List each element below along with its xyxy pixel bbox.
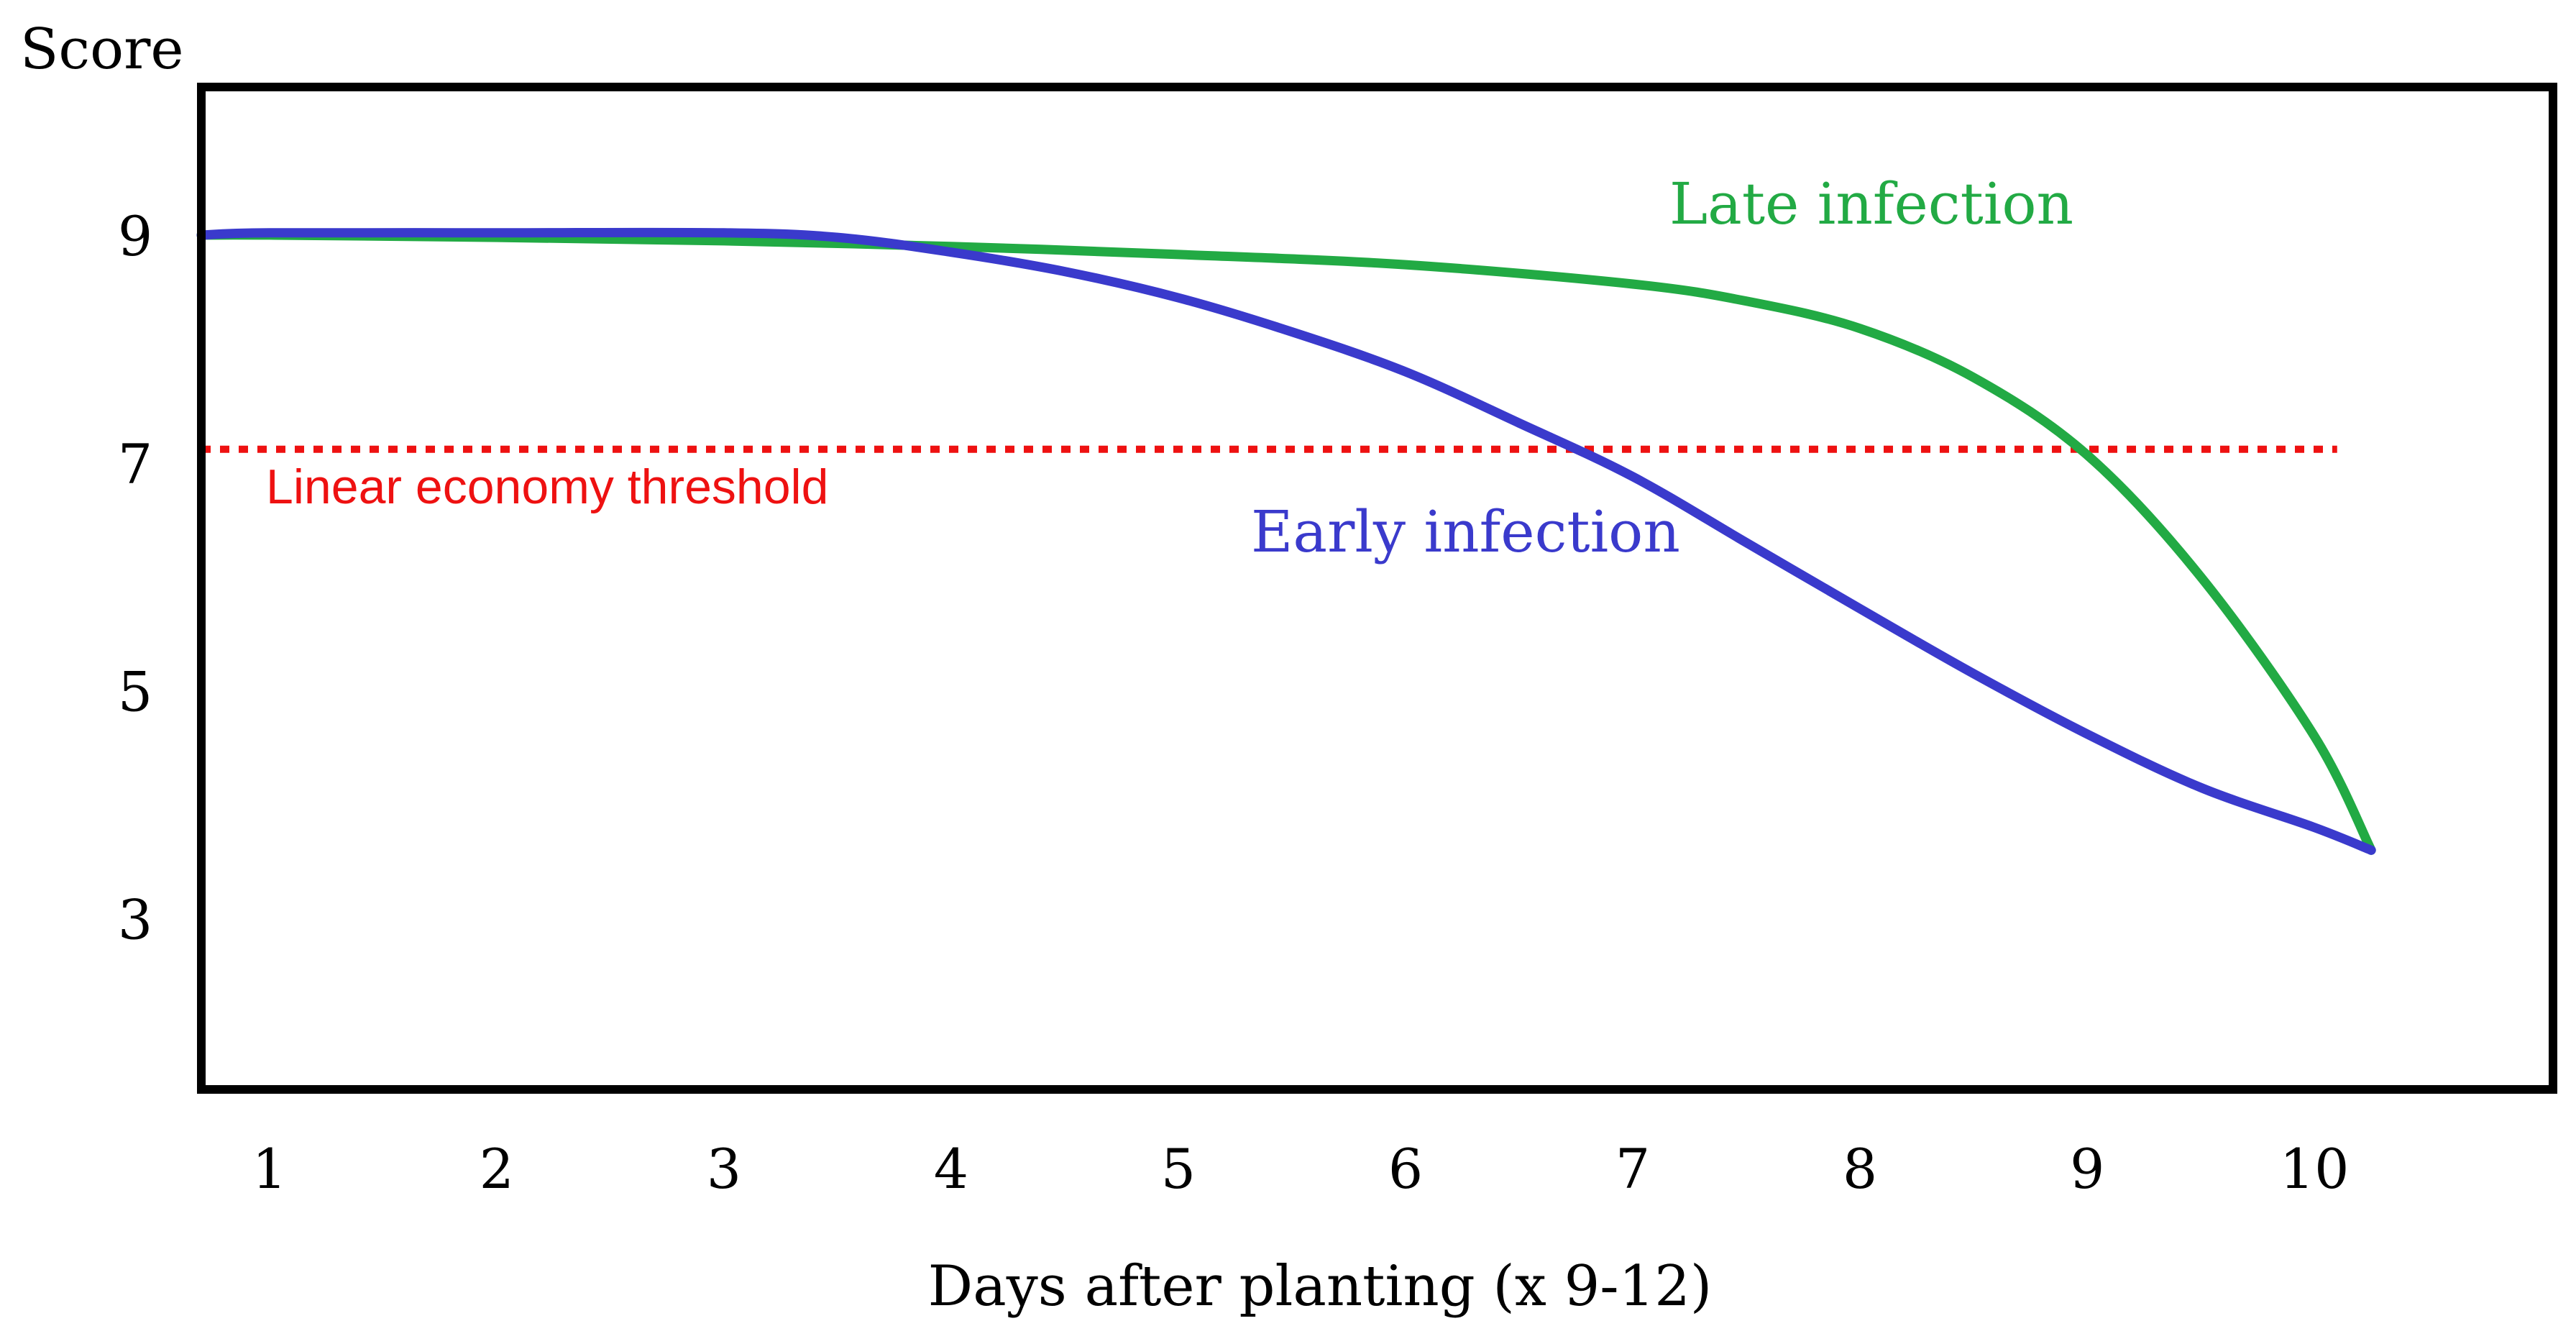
x-tick-label: 10 (2280, 1137, 2350, 1201)
series-line-late-infection (196, 230, 2376, 855)
series-label-early-infection: Early infection (1251, 498, 1680, 565)
plot-area-frame (197, 83, 2557, 1094)
x-tick-label: 4 (934, 1137, 968, 1201)
y-axis-label: Score (20, 17, 184, 82)
x-tick-label: 5 (1161, 1137, 1196, 1201)
series-label-late-infection: Late infection (1669, 170, 2073, 237)
y-tick-label: 7 (118, 432, 152, 496)
series-labels: Late infection Early infection Linear econ… (266, 170, 2073, 565)
y-tick-label: 5 (118, 660, 152, 724)
x-tick-label: 9 (2070, 1137, 2104, 1201)
x-tick-label: 2 (480, 1137, 514, 1201)
x-tick-label: 8 (1843, 1137, 1877, 1201)
x-tick-label: 1 (252, 1137, 287, 1201)
y-tick-labels: 9 7 5 3 (118, 204, 152, 951)
series-line-early-infection (196, 227, 2376, 855)
x-tick-label: 7 (1615, 1137, 1650, 1201)
y-tick-label: 9 (118, 204, 152, 268)
series-group (196, 227, 2376, 855)
y-tick-label: 3 (118, 887, 152, 951)
x-axis-label: Days after planting (x 9-12) (928, 1254, 1713, 1319)
x-tick-labels: 1 2 3 4 5 6 7 8 9 10 (252, 1137, 2350, 1201)
x-tick-label: 3 (707, 1137, 741, 1201)
threshold-label: Linear economy threshold (266, 460, 828, 514)
x-tick-label: 6 (1388, 1137, 1423, 1201)
